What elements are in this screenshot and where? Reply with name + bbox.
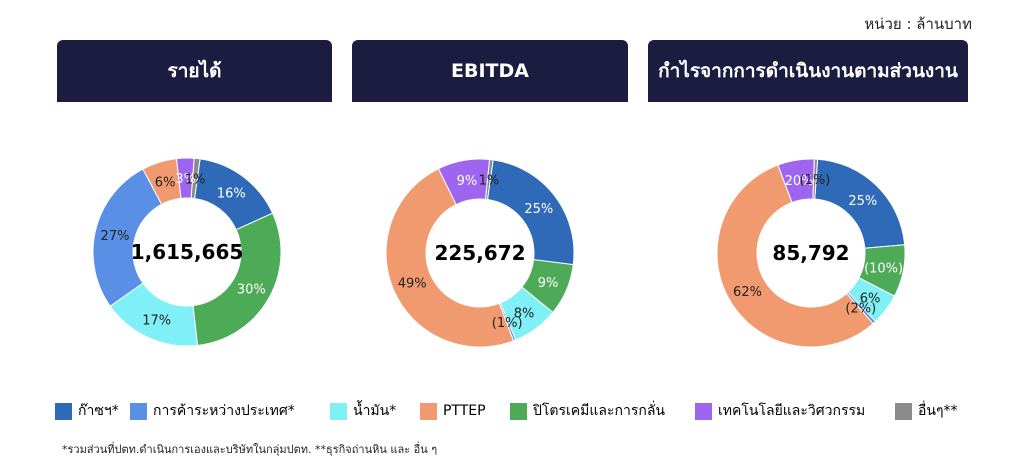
legend-swatch bbox=[695, 402, 712, 420]
slice-label-gas: 25% bbox=[524, 202, 553, 217]
legend-item-petchem: ปิโตรเคมีและการกลั่น bbox=[510, 400, 665, 422]
legend-swatch bbox=[55, 402, 72, 420]
legend-swatch bbox=[130, 402, 147, 420]
slice-pttep bbox=[385, 167, 515, 348]
donut-chart-1: 25%9%8%(1%)49%9% 1%225,672 bbox=[385, 158, 575, 348]
slice-label-other: 1% bbox=[479, 174, 500, 189]
slice-label-oil: 6% bbox=[860, 292, 881, 307]
slice-label-oil: 17% bbox=[142, 314, 171, 329]
slice-label-pttep: 49% bbox=[398, 277, 427, 292]
slice-label-pttep: 62% bbox=[733, 285, 762, 300]
slice-other bbox=[190, 157, 201, 200]
slice-label-gas: 16% bbox=[217, 187, 246, 202]
slice-label-tech: 9% bbox=[457, 174, 478, 189]
slice-label-oil: 8% bbox=[514, 306, 535, 321]
header-line: EBITDA bbox=[451, 59, 529, 82]
legend-swatch bbox=[330, 402, 347, 420]
center-total-label: 225,672 bbox=[434, 241, 525, 265]
legend-label: อื่นๆ** bbox=[918, 403, 958, 419]
slice-label-pttep: 6% bbox=[155, 175, 176, 190]
slice-trading bbox=[92, 168, 163, 307]
header-line: กำไรจากการดำเนินงาน bbox=[658, 59, 855, 82]
slice-petchem bbox=[192, 212, 282, 346]
ebitda-header: EBITDA bbox=[352, 40, 628, 102]
legend-label: เทคโนโลยีและวิศวกรรม bbox=[718, 403, 866, 419]
footnote: *รวมส่วนที่ปตท.ดำเนินการเองและบริษัทในกล… bbox=[62, 443, 438, 456]
legend-swatch bbox=[420, 402, 437, 420]
slice-other bbox=[812, 158, 819, 200]
slice-label-trading: (2%) bbox=[845, 302, 876, 317]
slice-label-petchem: 9% bbox=[538, 276, 559, 291]
legend-item-trading: การค้าระหว่างประเทศ* bbox=[130, 400, 295, 422]
legend-label: น้ำมัน* bbox=[353, 403, 397, 419]
header-line: ตามส่วนงาน bbox=[854, 59, 958, 82]
legend-swatch bbox=[510, 402, 527, 420]
legend: ก๊าซฯ* การค้าระหว่างประเทศ* น้ำมัน* PTTE… bbox=[55, 400, 1015, 422]
slice-label-tech: 20% bbox=[785, 174, 814, 189]
legend-label: การค้าระหว่างประเทศ* bbox=[153, 403, 295, 419]
slice-gas bbox=[486, 159, 575, 266]
legend-item-oil: น้ำมัน* bbox=[330, 400, 396, 422]
donut-chart-0: 16% 30% 17% 27% 6% 3%1% 1,615,665 bbox=[92, 157, 282, 347]
legend-item-gas: ก๊าซฯ* bbox=[55, 400, 119, 422]
legend-swatch bbox=[895, 402, 912, 420]
legend-label: ก๊าซฯ* bbox=[78, 403, 119, 419]
center-total-label: 1,615,665 bbox=[131, 240, 244, 264]
legend-item-other: อื่นๆ** bbox=[895, 400, 958, 422]
slice-label-petchem: (10%) bbox=[864, 261, 903, 276]
slice-label-petchem: 30% bbox=[237, 283, 266, 298]
slice-label-trading: 27% bbox=[101, 229, 130, 244]
slice-label-other: 1% bbox=[185, 172, 206, 187]
slice-label-other: (1%) bbox=[800, 173, 831, 188]
slice-label-tech: 3% bbox=[175, 172, 196, 187]
slice-label-trading: (1%) bbox=[492, 316, 523, 331]
legend-item-pttep: PTTEP bbox=[420, 400, 486, 422]
unit-label: หน่วย : ล้านบาท bbox=[864, 15, 972, 33]
operating-profit-header: กำไรจากการดำเนินงาน ตามส่วนงาน bbox=[648, 40, 968, 102]
legend-item-tech: เทคโนโลยีและวิศวกรรม bbox=[695, 400, 865, 422]
legend-label: PTTEP bbox=[443, 403, 486, 419]
header-line: รายได้ bbox=[167, 59, 222, 82]
revenue-header: รายได้ bbox=[57, 40, 332, 102]
slice-pttep bbox=[716, 164, 874, 348]
slice-other bbox=[484, 158, 494, 201]
legend-label: ปิโตรเคมีและการกลั่น bbox=[533, 403, 666, 419]
center-total-label: 85,792 bbox=[772, 241, 849, 265]
donut-chart-2: 25% (10%) 6%(2%) 62% 20%(1%) 85,792 bbox=[716, 158, 906, 348]
slice-label-gas: 25% bbox=[848, 194, 877, 209]
